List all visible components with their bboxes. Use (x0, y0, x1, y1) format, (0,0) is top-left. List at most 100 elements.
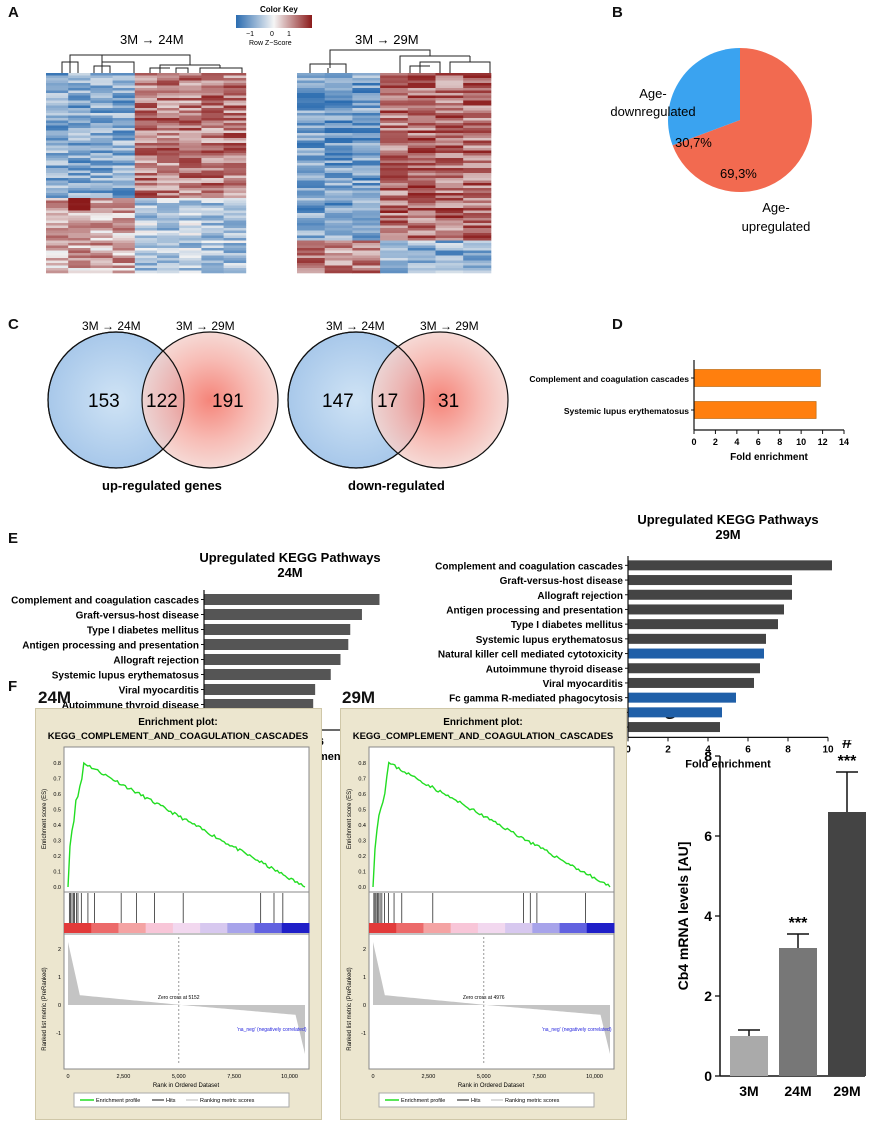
bar-category-label: Fc gamma R-mediated phagocytosis (449, 694, 623, 705)
gsea-zero-cross: Zero cross at 4976 (463, 995, 505, 1001)
gsea-es-tick: 0.1 (53, 869, 61, 875)
venn-up-left-count: 153 (88, 391, 120, 412)
bar (204, 639, 349, 650)
bar (628, 707, 722, 718)
pie-value-down: 30,7% (675, 135, 712, 150)
x-tick-label: 2 (713, 437, 718, 447)
gsea-x-tick: 5,000 (477, 1074, 491, 1080)
panel-label-d: D (612, 316, 623, 333)
g-y-tick-label: 2 (704, 988, 712, 1004)
bar (204, 624, 351, 635)
g-y-tick-label: 4 (704, 908, 712, 924)
gsea-x-tick: 7,500 (532, 1074, 546, 1080)
panel-label-f: F (8, 678, 18, 695)
venn-up-right-title: 3M → 29M (176, 319, 235, 333)
bar (628, 633, 766, 644)
g-category-label: 29M (833, 1083, 860, 1099)
bar (628, 619, 778, 630)
chart-title: Upregulated KEGG Pathways (199, 550, 380, 565)
venn-down-overlap-count: 17 (377, 391, 398, 412)
bar-category-label: Allograft rejection (537, 591, 623, 602)
bar (628, 604, 784, 615)
gsea-legend-box (73, 1092, 290, 1108)
gsea-legend-label: Hits (166, 1098, 176, 1104)
gsea-panel-29m: Enrichment plot: KEGG_COMPLEMENT_AND_COAG… (340, 708, 627, 1120)
gsea-color-segment (423, 923, 452, 933)
x-tick-label: 8 (777, 437, 782, 447)
gsea-es-ylabel: Enrichment score (ES) (42, 789, 48, 849)
gsea-color-segment (118, 923, 147, 933)
gsea-color-segment (477, 923, 506, 933)
gsea-rank-ylabel: Ranked list metric (PreRanked) (42, 967, 48, 1050)
bar (204, 669, 331, 680)
bar (628, 663, 760, 674)
gsea-es-tick: 0.3 (358, 838, 366, 844)
chart-title: 29M (715, 527, 740, 542)
heatmap-left (46, 73, 247, 274)
gsea-es-tick: 0.8 (53, 761, 61, 767)
venn-up-caption: up-regulated genes (102, 478, 222, 493)
bar-category-label: Systemic lupus erythematosus (564, 406, 689, 416)
gsea-es-tick: 0.7 (358, 776, 366, 782)
heatmap-right-title: 3M → 29M (355, 32, 419, 47)
gsea-neg-label: 'na_neg' (negatively correlated) (237, 1027, 307, 1033)
gsea-rank-tick: 0 (363, 1003, 366, 1009)
gsea-color-segment (64, 923, 92, 933)
venn-down-left-title: 3M → 24M (326, 319, 385, 333)
gsea-x-tick: 0 (371, 1074, 374, 1080)
heatmap-left-title: 3M → 24M (120, 32, 184, 47)
g-bar (779, 948, 817, 1076)
venn-figure: 3M → 24M 3M → 29M 153 122 191 up-regulat… (47, 319, 509, 493)
gsea-color-segment (369, 923, 397, 933)
color-key-tick: 0 (270, 31, 274, 38)
dendrogram-right (309, 49, 491, 73)
panel-label-c: C (8, 316, 19, 333)
panel-label-b: B (612, 4, 623, 21)
gsea-es-tick: 0.0 (53, 885, 61, 891)
bar (693, 369, 821, 387)
gsea-legend-label: Hits (471, 1098, 481, 1104)
gsea-color-segment (145, 923, 174, 933)
gsea-rank-tick: 1 (58, 975, 61, 981)
bar-category-label: Graft-versus-host disease (500, 576, 624, 587)
bar (204, 699, 314, 710)
bar-category-label: Type I diabetes mellitus (87, 626, 200, 637)
gsea-title-line2: KEGG_COMPLEMENT_AND_COAGULATION_CASCADES (353, 731, 614, 742)
pie-label-up-line2: upregulated (742, 219, 811, 234)
gsea-es-tick: 0.1 (358, 869, 366, 875)
heatmap-right (297, 73, 492, 274)
gsea-es-tick: 0.5 (53, 807, 61, 813)
gsea-rank-tick: -1 (361, 1031, 366, 1037)
color-key-title: Color Key (260, 5, 298, 14)
gsea-color-segment (227, 923, 256, 933)
gsea-es-tick: 0.6 (358, 792, 366, 798)
heatmap-figure: Color Key −1 0 1 Row Z−Score 3M → 24M 3M… (46, 5, 492, 274)
gsea-es-tick: 0.2 (358, 854, 366, 860)
pie-label-up-line1: Age- (762, 200, 789, 215)
bar-category-label: Complement and coagulation cascades (529, 374, 689, 384)
bar-category-label: Autoimmune thyroid disease (486, 664, 624, 675)
gsea-x-tick: 0 (66, 1074, 69, 1080)
x-tick-label: 8 (785, 744, 791, 755)
pie-label-down-line1: Age- (639, 86, 666, 101)
gsea-rank-tick: 0 (58, 1003, 61, 1009)
bar (628, 589, 792, 600)
gsea-plot-29m: Enrichment plot: KEGG_COMPLEMENT_AND_COAG… (347, 717, 615, 1108)
bar-category-label: Systemic lupus erythematosus (52, 671, 200, 682)
bar (628, 560, 832, 571)
gsea-xlabel: Rank in Ordered Dataset (458, 1083, 525, 1089)
gsea-plot-24m: Enrichment plot: KEGG_COMPLEMENT_AND_COAG… (42, 717, 310, 1108)
chart-title: 24M (277, 565, 302, 580)
gsea-legend-label: Ranking metric scores (505, 1098, 560, 1104)
x-tick-label: 10 (796, 437, 806, 447)
panel-label-e: E (8, 530, 19, 547)
venn-down-caption: down-regulated (348, 478, 445, 493)
gsea-x-tick: 10,000 (281, 1074, 298, 1080)
venn-up-right-circle (141, 331, 279, 469)
bar (628, 575, 792, 586)
gsea-enrichment-curve (67, 761, 306, 888)
x-tick-label: 4 (734, 437, 739, 447)
pie-slice-upregulated (672, 48, 812, 193)
g-significance-hash: # (842, 740, 852, 752)
bar-category-label: Viral myocarditis (543, 679, 624, 690)
